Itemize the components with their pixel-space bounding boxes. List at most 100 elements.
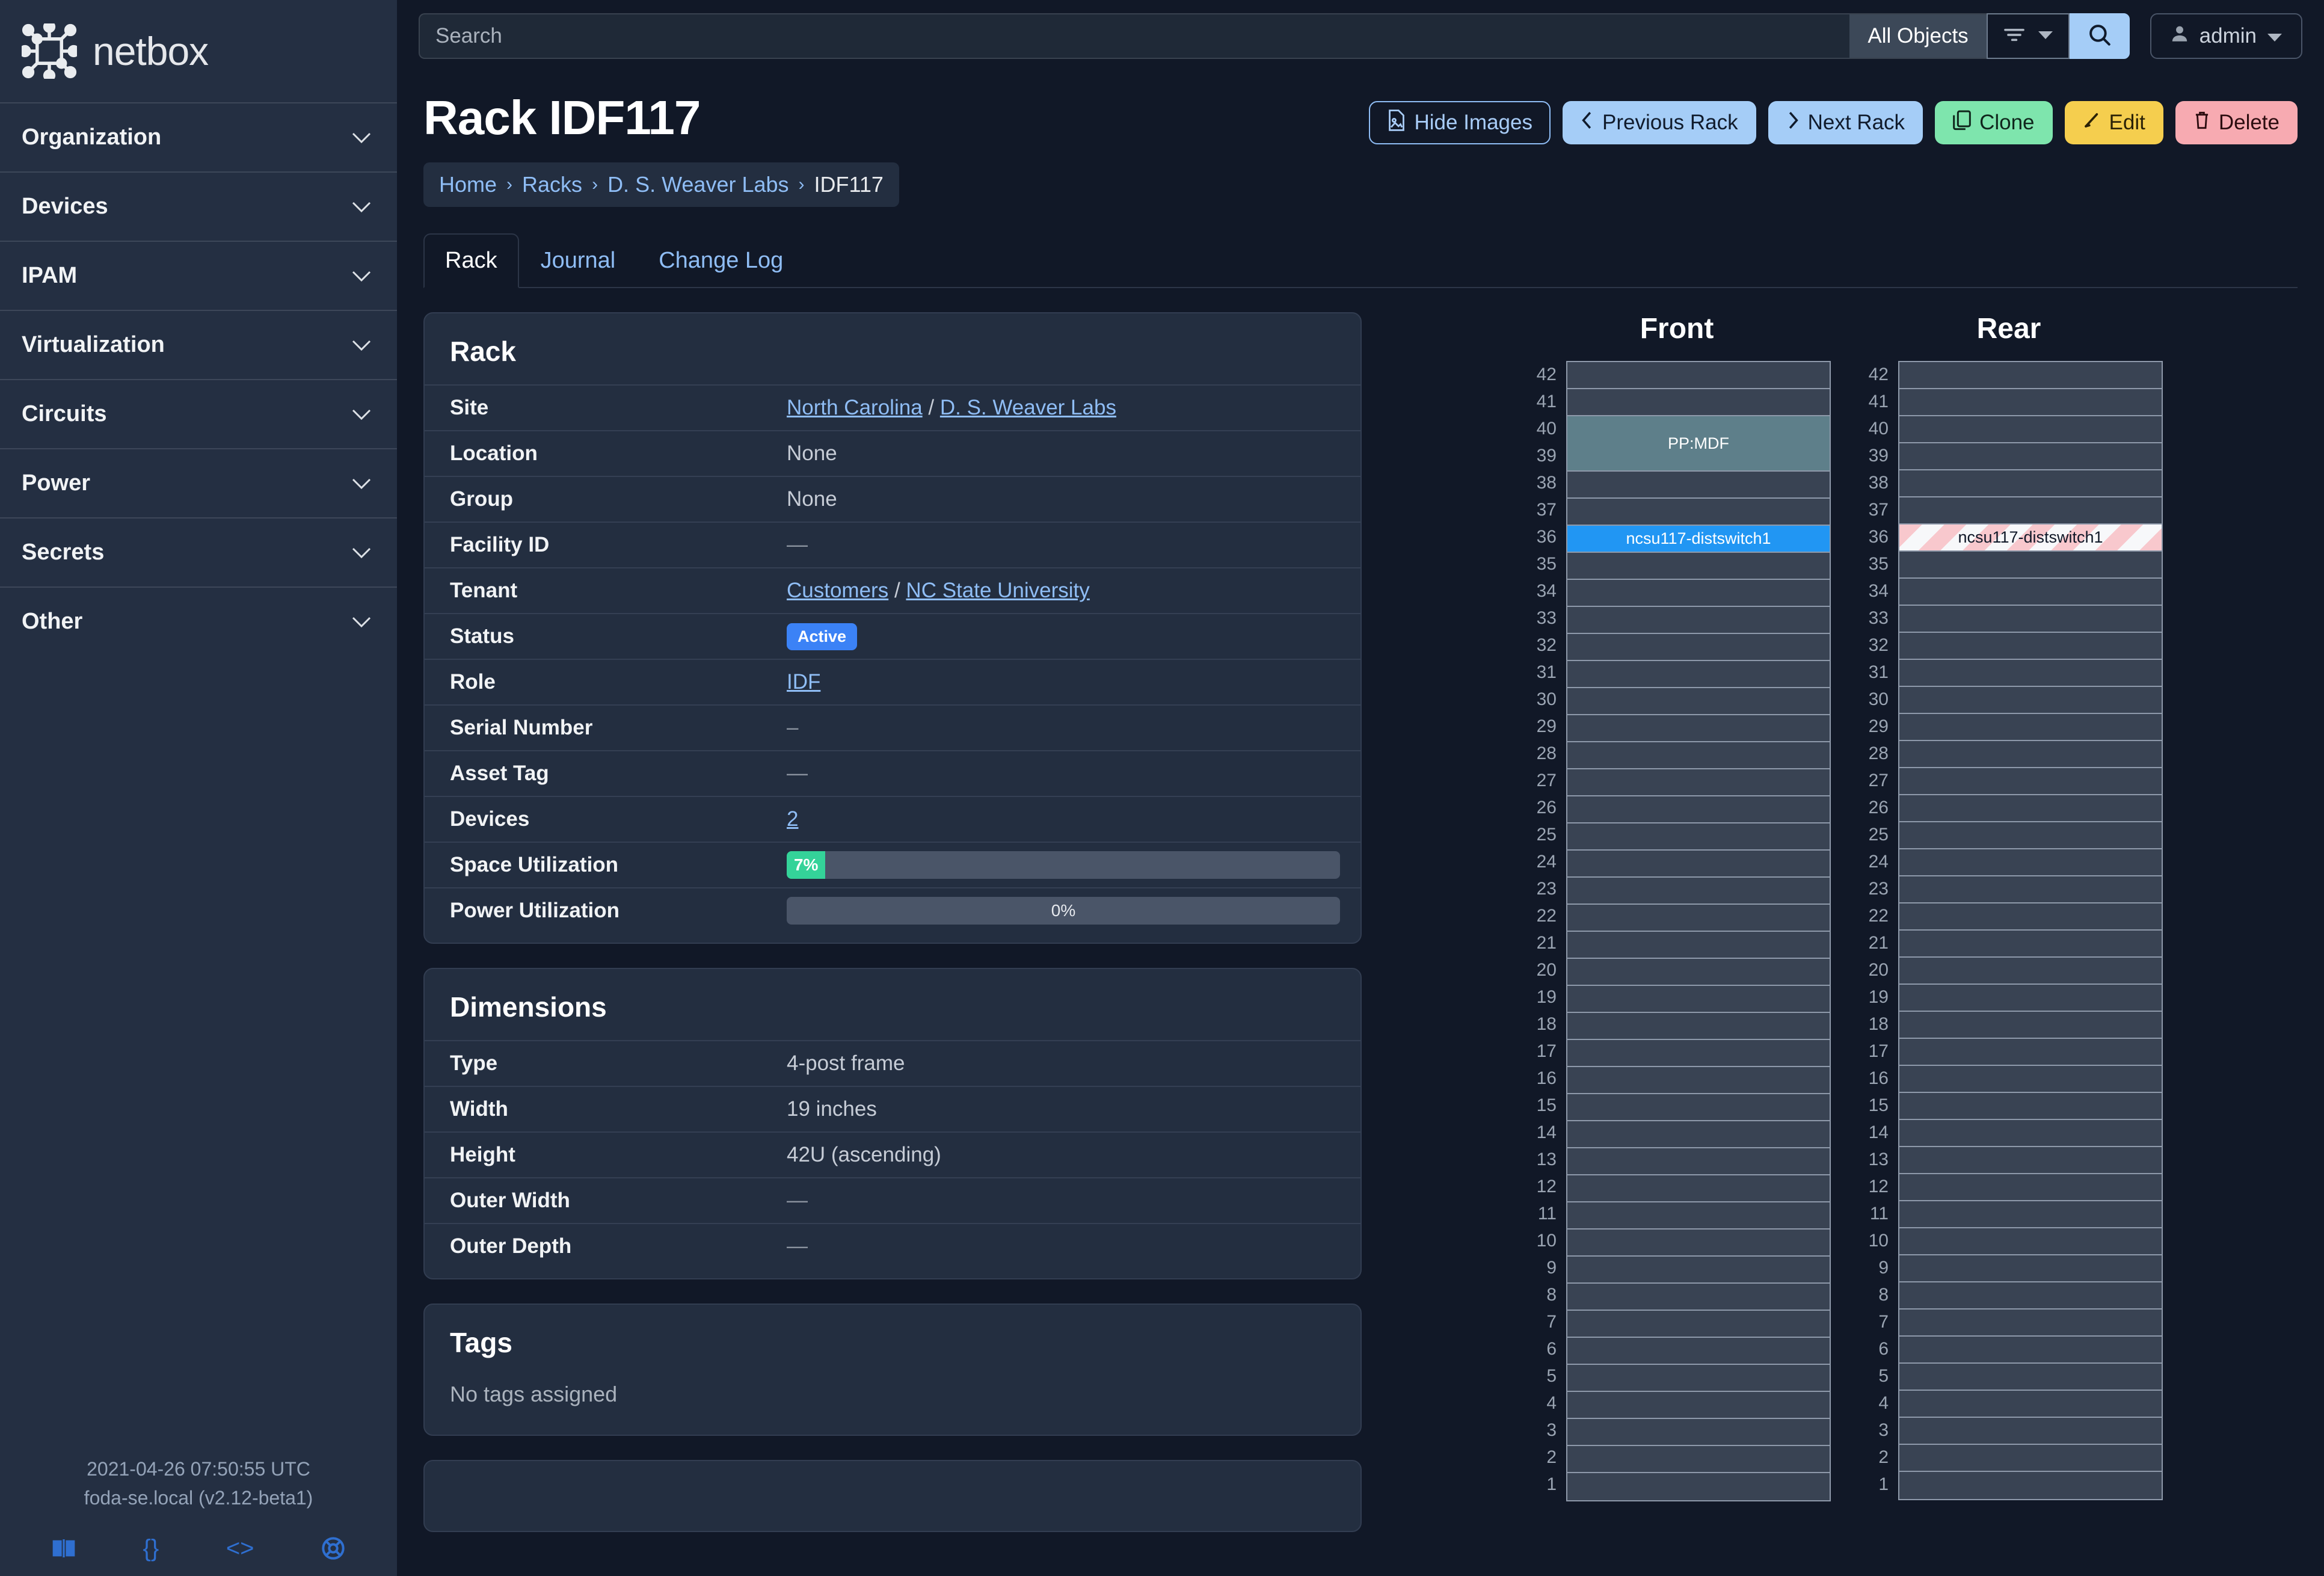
rack-unit-empty-3[interactable]	[1899, 1418, 2162, 1445]
rack-unit-empty-21[interactable]	[1567, 932, 1830, 959]
rack-unit-empty-15[interactable]	[1899, 1093, 2162, 1120]
devices-count-link[interactable]: 2	[787, 807, 799, 831]
rack-unit-empty-13[interactable]	[1899, 1147, 2162, 1174]
search-input[interactable]	[419, 13, 1850, 59]
rack-unit-empty-4[interactable]	[1567, 1392, 1830, 1419]
user-menu-button[interactable]: admin	[2150, 13, 2302, 59]
rack-unit-empty-17[interactable]	[1567, 1040, 1830, 1067]
rack-unit-empty-16[interactable]	[1899, 1066, 2162, 1093]
rack-unit-device[interactable]: ncsu117-distswitch1	[1567, 526, 1830, 553]
rack-unit-device[interactable]: ncsu117-distswitch1	[1899, 525, 2162, 552]
rack-unit-empty-20[interactable]	[1899, 958, 2162, 985]
rack-unit-empty-38[interactable]	[1899, 470, 2162, 497]
rack-unit-empty-7[interactable]	[1567, 1311, 1830, 1338]
rack-unit-empty-6[interactable]	[1899, 1337, 2162, 1364]
rack-unit-empty-2[interactable]	[1567, 1446, 1830, 1473]
rack-unit-empty-9[interactable]	[1567, 1257, 1830, 1284]
search-submit-button[interactable]	[2069, 13, 2130, 59]
rack-unit-empty-10[interactable]	[1899, 1228, 2162, 1255]
sidebar-item-circuits[interactable]: Circuits	[0, 379, 397, 448]
tab-rack[interactable]: Rack	[423, 233, 519, 288]
previous-rack-button[interactable]: Previous Rack	[1562, 101, 1756, 144]
sidebar-item-organization[interactable]: Organization	[0, 102, 397, 171]
rack-unit-empty-18[interactable]	[1567, 1013, 1830, 1040]
clone-button[interactable]: Clone	[1935, 101, 2053, 144]
sidebar-item-devices[interactable]: Devices	[0, 171, 397, 241]
rack-unit-empty-6[interactable]	[1567, 1338, 1830, 1365]
edit-button[interactable]: Edit	[2064, 101, 2163, 144]
object-scope-button[interactable]: All Objects	[1849, 13, 1987, 59]
rack-unit-empty-23[interactable]	[1567, 878, 1830, 905]
rack-unit-empty-31[interactable]	[1567, 661, 1830, 688]
rack-unit-empty-28[interactable]	[1899, 741, 2162, 768]
sidebar-item-ipam[interactable]: IPAM	[0, 241, 397, 310]
rack-unit-empty-42[interactable]	[1899, 362, 2162, 389]
rack-unit-empty-19[interactable]	[1567, 986, 1830, 1013]
tenant-link[interactable]: NC State University	[906, 579, 1090, 602]
rack-unit-empty-24[interactable]	[1899, 849, 2162, 876]
tab-journal[interactable]: Journal	[519, 233, 638, 288]
sidebar-item-power[interactable]: Power	[0, 448, 397, 517]
rack-unit-empty-27[interactable]	[1899, 768, 2162, 795]
rack-unit-empty-17[interactable]	[1899, 1039, 2162, 1066]
tenant-group-link[interactable]: Customers	[787, 579, 889, 602]
tab-change-log[interactable]: Change Log	[637, 233, 805, 288]
help-lifebuoy-icon[interactable]	[321, 1536, 345, 1560]
rack-unit-empty-1[interactable]	[1899, 1472, 2162, 1499]
rack-unit-empty-20[interactable]	[1567, 959, 1830, 986]
sidebar-item-other[interactable]: Other	[0, 586, 397, 656]
rack-unit-empty-10[interactable]	[1567, 1230, 1830, 1257]
rack-unit-empty-11[interactable]	[1567, 1202, 1830, 1230]
rack-unit-empty-8[interactable]	[1567, 1284, 1830, 1311]
rack-unit-empty-29[interactable]	[1899, 714, 2162, 741]
rack-unit-empty-34[interactable]	[1567, 580, 1830, 607]
rack-unit-empty-25[interactable]	[1567, 823, 1830, 851]
rack-unit-empty-33[interactable]	[1899, 606, 2162, 633]
rack-unit-empty-16[interactable]	[1567, 1067, 1830, 1094]
rack-unit-empty-28[interactable]	[1567, 742, 1830, 769]
rack-unit-empty-35[interactable]	[1899, 552, 2162, 579]
rack-unit-empty-29[interactable]	[1567, 715, 1830, 742]
rack-unit-empty-41[interactable]	[1567, 389, 1830, 416]
rack-unit-empty-35[interactable]	[1567, 553, 1830, 580]
rack-unit-empty-27[interactable]	[1567, 769, 1830, 796]
rack-unit-empty-19[interactable]	[1899, 985, 2162, 1012]
breadcrumb-item-site[interactable]: D. S. Weaver Labs	[607, 172, 789, 197]
rack-unit-empty-12[interactable]	[1567, 1175, 1830, 1202]
site-region-link[interactable]: North Carolina	[787, 396, 923, 419]
docs-book-icon[interactable]	[52, 1538, 76, 1559]
rack-unit-empty-30[interactable]	[1567, 688, 1830, 715]
rack-unit-empty-5[interactable]	[1899, 1364, 2162, 1391]
api-braces-icon[interactable]: {}	[143, 1535, 159, 1562]
rack-unit-empty-4[interactable]	[1899, 1391, 2162, 1418]
rack-unit-empty-21[interactable]	[1899, 931, 2162, 958]
rack-unit-empty-26[interactable]	[1567, 796, 1830, 823]
brand[interactable]: netbox	[0, 0, 397, 102]
rack-unit-empty-9[interactable]	[1899, 1255, 2162, 1282]
rack-unit-empty-33[interactable]	[1567, 607, 1830, 634]
next-rack-button[interactable]: Next Rack	[1768, 101, 1923, 144]
rack-unit-empty-39[interactable]	[1899, 443, 2162, 470]
source-code-icon[interactable]: <>	[226, 1535, 254, 1562]
rack-unit-empty-23[interactable]	[1899, 876, 2162, 903]
rack-unit-empty-15[interactable]	[1567, 1094, 1830, 1121]
rack-unit-empty-1[interactable]	[1567, 1473, 1830, 1500]
rack-unit-empty-8[interactable]	[1899, 1282, 2162, 1310]
rack-unit-empty-13[interactable]	[1567, 1148, 1830, 1175]
rack-unit-device[interactable]: PP:MDF	[1567, 416, 1830, 472]
rack-unit-empty-32[interactable]	[1899, 633, 2162, 660]
rack-unit-empty-31[interactable]	[1899, 660, 2162, 687]
delete-button[interactable]: Delete	[2175, 101, 2298, 144]
rack-unit-empty-5[interactable]	[1567, 1365, 1830, 1392]
hide-images-button[interactable]: Hide Images	[1368, 101, 1551, 144]
rack-unit-empty-32[interactable]	[1567, 634, 1830, 661]
rack-unit-empty-22[interactable]	[1899, 903, 2162, 931]
rack-unit-empty-3[interactable]	[1567, 1419, 1830, 1446]
filter-dropdown-button[interactable]	[1986, 13, 2070, 59]
rack-unit-empty-25[interactable]	[1899, 822, 2162, 849]
rack-unit-empty-7[interactable]	[1899, 1310, 2162, 1337]
rack-unit-empty-38[interactable]	[1567, 472, 1830, 499]
sidebar-item-virtualization[interactable]: Virtualization	[0, 310, 397, 379]
rack-unit-empty-40[interactable]	[1899, 416, 2162, 443]
rack-unit-empty-2[interactable]	[1899, 1445, 2162, 1472]
